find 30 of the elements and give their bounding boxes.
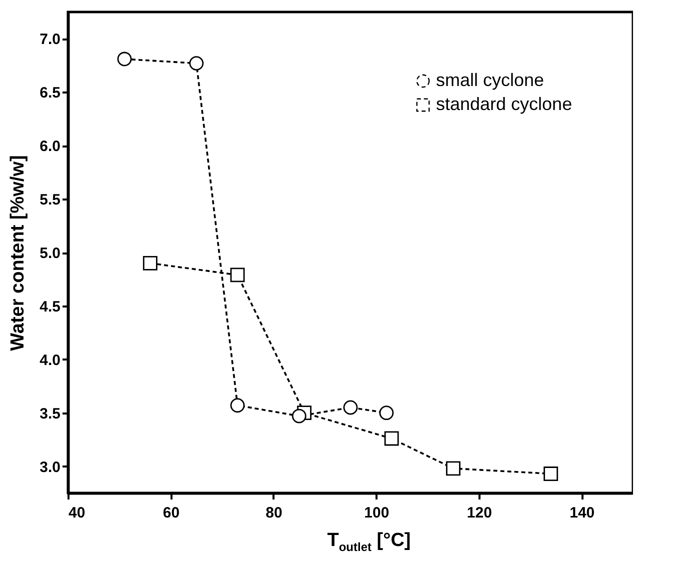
y-tick-label: 7.0 <box>40 31 60 48</box>
y-axis-title: Water content [%w/w] <box>8 155 29 351</box>
y-tick-label: 5.5 <box>40 192 60 209</box>
point <box>446 461 460 476</box>
x-tick-label: 60 <box>162 504 180 522</box>
y-tick-label: 3.5 <box>40 405 60 422</box>
point <box>230 268 245 282</box>
x-tick-label: 100 <box>364 504 390 522</box>
point <box>230 398 245 413</box>
point <box>384 431 399 446</box>
y-tick-label: 6.0 <box>40 138 60 156</box>
point <box>379 406 394 420</box>
x-axis-title: T$_{outlet}$ [°C] <box>326 530 412 554</box>
y-tick-label: 4.0 <box>40 352 60 369</box>
x-tick-label: 120 <box>466 504 492 522</box>
point <box>142 256 158 270</box>
point <box>117 52 132 66</box>
y-tick-label: 3.0 <box>40 458 60 476</box>
y-tick-label: 4.5 <box>40 298 60 316</box>
y-tick-label: 5.0 <box>40 245 60 262</box>
point <box>189 56 204 71</box>
legend-label: small cyclone <box>436 70 544 90</box>
point <box>292 408 306 424</box>
x-tick-label: 80 <box>266 504 282 522</box>
x-tick-label: 40 <box>68 504 86 522</box>
y-tick-label: 6.5 <box>40 84 60 102</box>
legend-label: standard cyclone <box>436 94 572 114</box>
point <box>544 466 558 481</box>
point <box>343 400 358 415</box>
x-tick-label: 140 <box>570 504 595 522</box>
